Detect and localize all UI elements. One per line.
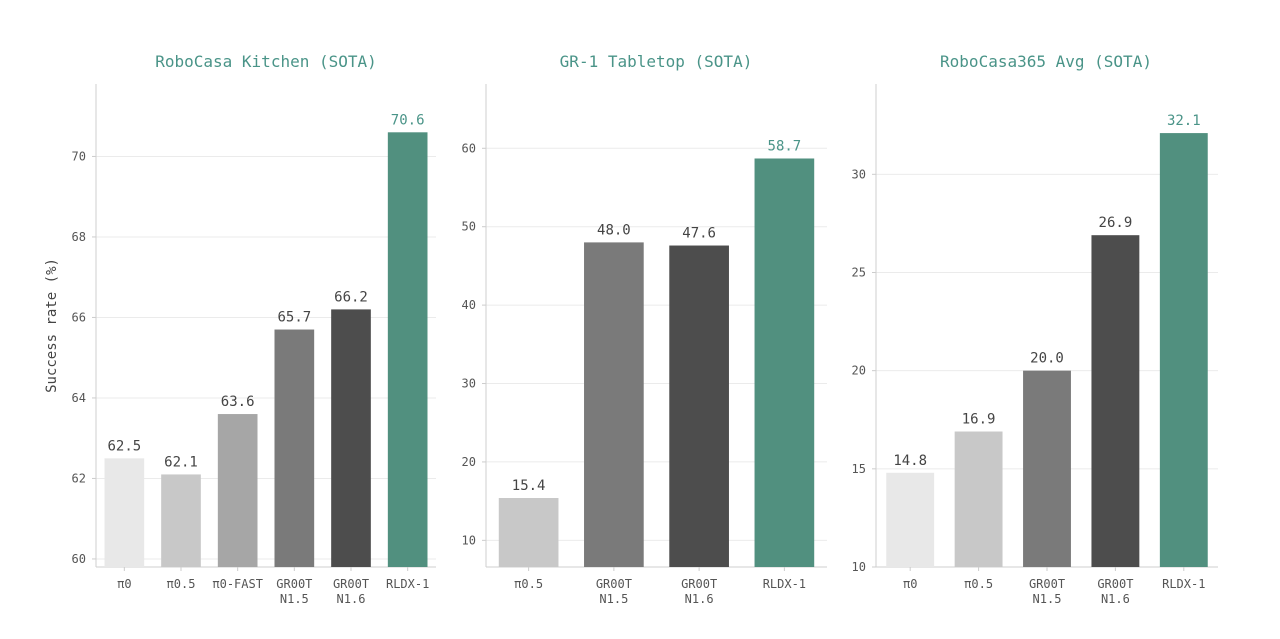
y-tick-label: 66 bbox=[72, 310, 86, 324]
x-tick-label: GR00T bbox=[1097, 577, 1133, 591]
chart-title: RoboCasa365 Avg (SOTA) bbox=[940, 52, 1152, 71]
y-tick-label: 60 bbox=[72, 552, 86, 566]
y-tick-label: 62 bbox=[72, 471, 86, 485]
value-label: 47.6 bbox=[682, 226, 716, 242]
y-tick-label: 60 bbox=[462, 141, 476, 155]
x-tick-label: RLDX-1 bbox=[386, 577, 429, 591]
chart-panel-3: 101520253014.8π016.9π0.520.0GR00TN1.526.… bbox=[852, 52, 1218, 606]
value-label: 62.5 bbox=[107, 438, 141, 454]
bar bbox=[954, 431, 1003, 567]
x-tick-label: π0.5 bbox=[964, 577, 993, 591]
x-tick-label: π0.5 bbox=[514, 577, 543, 591]
bar bbox=[1159, 133, 1208, 567]
x-tick-label: N1.6 bbox=[685, 592, 714, 606]
y-tick-label: 40 bbox=[462, 298, 476, 312]
value-label: 32.1 bbox=[1167, 113, 1201, 129]
bar bbox=[331, 309, 371, 567]
bar bbox=[1091, 235, 1140, 567]
x-tick-label: GR00T bbox=[681, 577, 717, 591]
x-tick-label: GR00T bbox=[1029, 577, 1065, 591]
x-tick-label: π0 bbox=[117, 577, 131, 591]
chart-panel-2: 10203040506015.4π0.548.0GR00TN1.547.6GR0… bbox=[462, 52, 827, 606]
x-tick-label: N1.5 bbox=[280, 592, 309, 606]
bar bbox=[669, 245, 729, 568]
x-tick-label: RLDX-1 bbox=[1162, 577, 1205, 591]
bar bbox=[217, 414, 258, 567]
y-tick-label: 64 bbox=[72, 391, 86, 405]
value-label: 26.9 bbox=[1099, 215, 1133, 231]
value-label: 48.0 bbox=[597, 222, 631, 238]
y-tick-label: 68 bbox=[72, 230, 86, 244]
value-label: 58.7 bbox=[768, 138, 802, 154]
value-label: 20.0 bbox=[1030, 351, 1064, 367]
bar bbox=[274, 329, 315, 567]
bar bbox=[886, 472, 935, 567]
bar bbox=[584, 242, 644, 568]
bar bbox=[161, 474, 201, 567]
value-label: 15.4 bbox=[512, 478, 546, 494]
bar bbox=[498, 498, 559, 567]
y-tick-label: 30 bbox=[852, 167, 866, 181]
x-tick-label: N1.6 bbox=[1101, 592, 1130, 606]
value-label: 62.1 bbox=[164, 454, 198, 470]
bar bbox=[387, 132, 428, 568]
y-axis-label: Success rate (%) bbox=[44, 258, 60, 393]
y-tick-label: 20 bbox=[462, 455, 476, 469]
value-label: 16.9 bbox=[962, 412, 996, 428]
value-label: 65.7 bbox=[277, 310, 311, 326]
y-tick-label: 50 bbox=[462, 220, 476, 234]
bar bbox=[754, 158, 815, 567]
chart-title: GR-1 Tabletop (SOTA) bbox=[560, 52, 753, 71]
x-tick-label: GR00T bbox=[276, 577, 312, 591]
value-label: 63.6 bbox=[221, 394, 255, 410]
y-tick-label: 20 bbox=[852, 364, 866, 378]
x-tick-label: π0 bbox=[903, 577, 917, 591]
value-label: 70.6 bbox=[391, 112, 425, 128]
x-tick-label: GR00T bbox=[333, 577, 369, 591]
x-tick-label: π0-FAST bbox=[212, 577, 263, 591]
x-tick-label: N1.6 bbox=[337, 592, 366, 606]
bar bbox=[1023, 370, 1071, 567]
value-label: 14.8 bbox=[893, 453, 927, 469]
x-tick-label: RLDX-1 bbox=[763, 577, 806, 591]
chart-panel-1: 60 62 64 66 68 70 62.5 π0 62.1 π0.5 63.6 π0-FAST 65.… bbox=[44, 52, 436, 606]
chart-title: RoboCasa Kitchen (SOTA) bbox=[155, 52, 377, 71]
y-tick-label: 10 bbox=[852, 560, 866, 574]
bar bbox=[104, 458, 145, 567]
y-tick-label: 10 bbox=[462, 533, 476, 547]
x-tick-label: N1.5 bbox=[1033, 592, 1062, 606]
x-tick-label: π0.5 bbox=[167, 577, 196, 591]
x-tick-label: N1.5 bbox=[599, 592, 628, 606]
x-tick-label: GR00T bbox=[596, 577, 632, 591]
y-tick-label: 30 bbox=[462, 377, 476, 391]
y-tick-label: 15 bbox=[852, 462, 866, 476]
y-tick-label: 70 bbox=[72, 149, 86, 163]
value-label: 66.2 bbox=[334, 289, 368, 305]
y-tick-label: 25 bbox=[852, 265, 866, 279]
